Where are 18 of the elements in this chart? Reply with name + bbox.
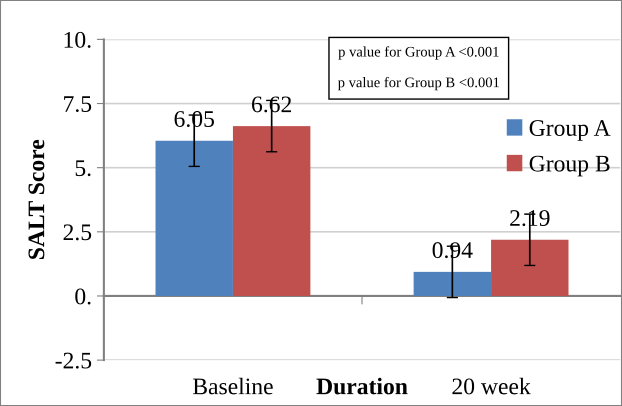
x-tick-label: 20 week	[452, 378, 531, 394]
bar	[491, 240, 569, 296]
y-tick-label: 7.5	[64, 96, 92, 112]
bar	[414, 272, 492, 296]
bar	[232, 126, 310, 296]
legend-label: Group A	[530, 120, 611, 141]
y-axis-title: SALT Score	[28, 140, 44, 259]
y-tick-label: -2.5	[56, 352, 92, 369]
legend-label: Group B	[530, 156, 610, 176]
bar	[156, 140, 233, 296]
y-tick-label: 2.5	[64, 224, 92, 240]
x-tick-label: Baseline	[192, 378, 273, 394]
annotation: p value for Group B <0.001	[338, 76, 499, 90]
y-tick-label: 0.	[75, 288, 91, 304]
y-tick-label: 10.	[64, 32, 91, 48]
y-tick-label: 5.	[76, 160, 91, 176]
annotation: p value for Group A <0.001	[338, 46, 499, 60]
x-axis-title: Duration	[316, 378, 408, 394]
